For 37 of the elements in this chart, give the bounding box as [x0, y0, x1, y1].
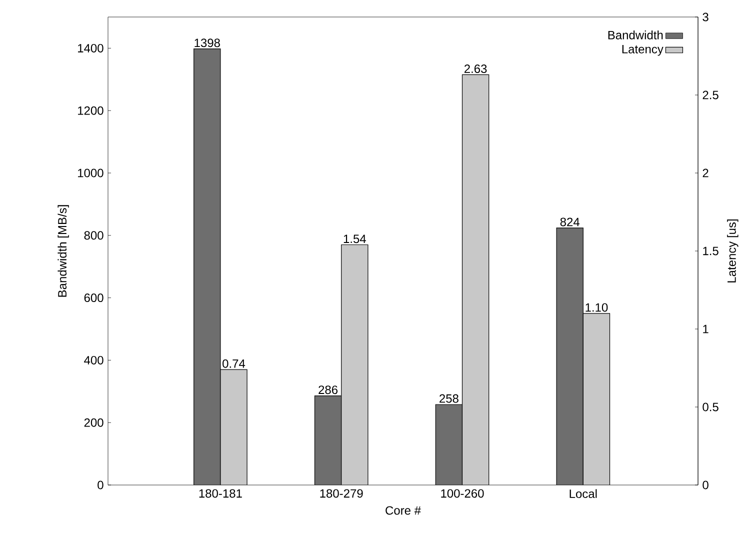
x-tick-label: 180-181	[199, 489, 242, 498]
y2-tick-label: 0.5	[702, 402, 718, 412]
legend-label: Latency	[622, 45, 664, 56]
y2-tick-label: 2	[702, 168, 708, 178]
y2-tick-label: 0	[702, 480, 708, 490]
x-tick-label: 100-260	[441, 489, 484, 498]
y-tick-label: 0	[98, 480, 104, 490]
bar	[341, 244, 368, 485]
legend-label: Bandwidth	[608, 30, 663, 40]
y-tick-label: 1400	[78, 44, 104, 52]
y-tick-label: 800	[84, 231, 104, 240]
data-label: 1398	[194, 38, 220, 48]
y2-tick-label: 1.5	[703, 246, 718, 256]
data-label: 0.74	[222, 359, 246, 368]
data-label: 258	[440, 394, 458, 403]
bar	[220, 369, 248, 485]
x-axis-title: Core #	[386, 506, 421, 515]
data-label: 286	[318, 386, 338, 394]
y-tick-label: 1000	[78, 168, 104, 178]
y2-tick-label: 1	[703, 324, 708, 334]
y2-tick-label: 2.5	[702, 90, 718, 100]
data-label: 1.10	[586, 303, 608, 312]
data-label: 1.54	[344, 234, 366, 244]
y2-axis-title: Latency [us]	[727, 220, 738, 282]
y-axis-title: Bandwidth [MB/s]	[58, 205, 69, 297]
x-tick-label: Local	[570, 489, 597, 498]
bar	[462, 74, 490, 485]
y-tick-label: 1200	[78, 106, 104, 115]
y-tick-label: 600	[84, 294, 104, 302]
data-label: 824	[560, 218, 580, 226]
y-tick-label: 200	[84, 418, 104, 427]
y-tick-label: 400	[84, 356, 104, 364]
data-label: 2.63	[464, 64, 487, 74]
x-tick-label: 180-279	[320, 489, 363, 498]
y2-tick-label: 3	[702, 12, 708, 22]
bar	[435, 404, 463, 485]
bar	[194, 48, 221, 485]
